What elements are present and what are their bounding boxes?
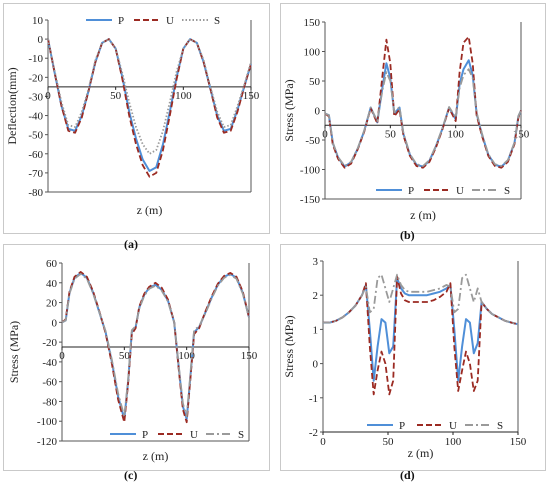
- legend-label-S: S: [238, 429, 244, 441]
- legend-label-P: P: [399, 420, 405, 432]
- y-axis-label: Stress (MPa): [282, 79, 296, 141]
- y-tick-label: -50: [28, 130, 43, 142]
- legend-label-U: U: [449, 420, 457, 432]
- y-tick-label: -100: [300, 165, 321, 177]
- y-tick-label: 100: [304, 47, 321, 59]
- y-tick-label: -40: [28, 111, 43, 123]
- legend-label-S: S: [504, 185, 510, 197]
- legend-label-S: S: [497, 420, 503, 432]
- y-tick-label: -2: [309, 427, 318, 439]
- y-tick-label: 50: [309, 76, 321, 88]
- caption-d: (d): [400, 468, 415, 482]
- y-tick-label: -20: [28, 72, 43, 84]
- series-line-U: [323, 275, 519, 396]
- caption-c: (c): [124, 468, 138, 482]
- legend-label-S: S: [214, 15, 220, 27]
- y-tick-label: -80: [42, 396, 57, 408]
- y-tick-label: 10: [32, 15, 44, 27]
- x-tick-label: 50: [119, 350, 131, 362]
- y-axis-label: Stress (MPa): [282, 315, 296, 377]
- series-line-S: [61, 272, 250, 418]
- series-line-P: [47, 38, 252, 172]
- y-axis-label: Deflection(mm): [5, 67, 19, 144]
- x-tick-label: 50: [385, 128, 397, 140]
- y-tick-label: 60: [46, 258, 58, 270]
- x-tick-label: 150: [510, 436, 527, 448]
- series-line-S: [323, 273, 519, 326]
- x-tick-label: 100: [175, 90, 192, 102]
- series-line-P: [61, 271, 250, 421]
- series-line-S: [47, 38, 252, 155]
- x-axis-label: z (m): [408, 446, 434, 460]
- y-tick-label: -80: [28, 187, 43, 199]
- x-axis-label: z (m): [143, 449, 169, 463]
- x-tick-label: 50: [383, 436, 395, 448]
- y-tick-label: -100: [37, 416, 58, 428]
- legend-label-P: P: [118, 15, 124, 27]
- y-tick-label: -30: [28, 91, 43, 103]
- y-tick-label: -150: [300, 194, 321, 206]
- legend-label-U: U: [190, 429, 198, 441]
- y-tick-label: -120: [37, 436, 58, 448]
- y-tick-label: 0: [38, 34, 44, 46]
- panel-b: 150 100 50 0 -50 -100 -150 0 50 100 150 z (m) Stress…: [280, 3, 546, 234]
- y-tick-label: -1: [309, 393, 318, 405]
- series-line-S: [324, 68, 522, 167]
- legend-label-U: U: [456, 185, 464, 197]
- caption-b: (b): [400, 228, 415, 242]
- x-tick-label: 0: [322, 128, 328, 140]
- y-tick-label: -20: [42, 337, 57, 349]
- y-tick-label: -60: [42, 377, 57, 389]
- x-tick-label: 50: [110, 90, 122, 102]
- y-tick-label: 0: [315, 106, 321, 118]
- series-line-P: [323, 277, 519, 382]
- panel-c: 60 40 20 0 -20 -40 -60 -80 -100 -120 0 50 100 150 z (m…: [3, 244, 270, 471]
- y-tick-label: 20: [46, 298, 58, 310]
- x-tick-label: 150: [241, 350, 258, 362]
- y-tick-label: 0: [313, 359, 319, 371]
- y-tick-label: 40: [46, 278, 58, 290]
- x-tick-label: 0: [45, 90, 51, 102]
- series-line-U: [324, 35, 522, 169]
- y-axis-label: Stress (MPa): [7, 321, 21, 383]
- y-tick-label: -50: [305, 135, 320, 147]
- x-tick-label: 150: [243, 90, 260, 102]
- y-tick-label: 0: [52, 317, 58, 329]
- x-tick-label: 0: [320, 436, 326, 448]
- x-axis-label: z (m): [410, 208, 436, 222]
- caption-a: (a): [124, 237, 138, 251]
- x-tick-label: 100: [447, 128, 464, 140]
- x-axis-label: z (m): [137, 203, 163, 217]
- legend-label-U: U: [166, 15, 174, 27]
- y-tick-label: 1: [313, 324, 319, 336]
- y-tick-label: 2: [313, 290, 319, 302]
- y-tick-label: 150: [304, 17, 321, 29]
- y-tick-label: -60: [28, 149, 43, 161]
- x-tick-label: 0: [59, 350, 65, 362]
- series-line-P: [324, 59, 522, 168]
- y-tick-label: 3: [313, 256, 319, 268]
- panel-d: 3 2 1 0 -1 -2 0 50 100 150 z (m) Stress (MPa) P U S: [280, 244, 546, 471]
- y-tick-label: -40: [42, 357, 57, 369]
- legend-label-P: P: [142, 429, 148, 441]
- y-tick-label: -10: [28, 53, 43, 65]
- legend-label-P: P: [408, 185, 414, 197]
- x-tick-label: 100: [445, 436, 462, 448]
- y-tick-label: -70: [28, 168, 43, 180]
- panel-a: 10 0 -10 -20 -30 -40 -50 -60 -70 -80 0 50 100 150 z (m…: [3, 3, 270, 234]
- series-line-U: [47, 38, 252, 178]
